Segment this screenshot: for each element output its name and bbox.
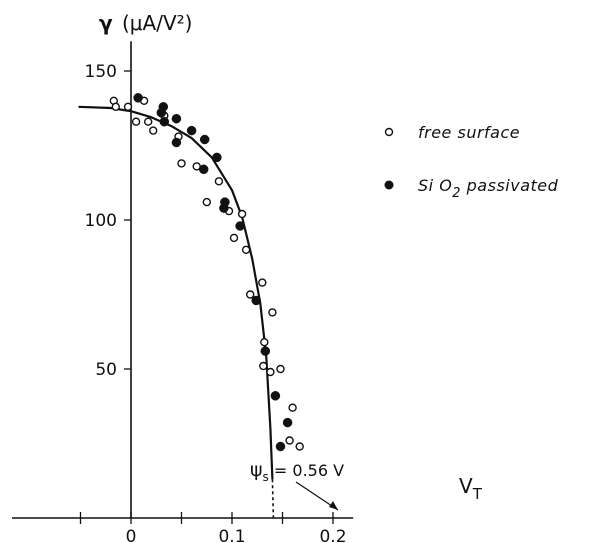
point-free-surface (111, 102, 121, 112)
point-sio2-passivated (159, 116, 170, 127)
legend-item-sio2: Si O2 passivated (384, 176, 559, 201)
point-free-surface (259, 361, 268, 371)
point-sio2-passivated (235, 221, 245, 231)
fit-curve-dashed-extension (271, 479, 275, 519)
y-tick-label: 50 (95, 360, 117, 380)
legend-label-sio2-main: Si O (418, 176, 452, 195)
psi-annotation-text: ψs = 0.56 V (250, 459, 344, 484)
psi-arrow-head (329, 501, 338, 510)
y-tick-label: 100 (85, 211, 117, 231)
psi-sub: s (263, 470, 269, 484)
x-tick-label: 0.1 (218, 527, 245, 543)
fit-curve-group (78, 105, 275, 519)
legend-item-free-surface: free surface (384, 123, 520, 142)
point-free-surface (202, 197, 212, 207)
y-tick-label: 150 (85, 62, 117, 82)
legend-label-sio2: Si O2 passivated (418, 176, 559, 201)
psi-annotation: ψs = 0.56 V (250, 459, 344, 511)
point-free-surface (237, 209, 247, 219)
point-free-surface (131, 117, 141, 126)
point-free-surface (214, 177, 224, 186)
point-free-surface (276, 364, 285, 374)
point-sio2-passivated (220, 197, 230, 207)
axis-labels: γ (μA/V²) VT (99, 11, 483, 503)
point-free-surface (123, 102, 133, 112)
point-sio2-passivated (171, 113, 182, 124)
x-tick-label: 0 (126, 527, 137, 543)
point-sio2-passivated (133, 93, 143, 103)
psi-value: = 0.56 V (269, 461, 344, 480)
point-free-surface (258, 278, 267, 287)
point-free-surface (143, 117, 153, 126)
legend-marker-open (384, 127, 394, 137)
x-tick-label: 0.2 (319, 527, 346, 543)
point-free-surface (177, 159, 186, 168)
y-axis-units: (μA/V²) (122, 11, 192, 35)
axes (12, 41, 354, 519)
x-axis-label: VT (459, 474, 483, 503)
y-axis-symbol: γ (99, 11, 113, 35)
x-axis-label-main: V (459, 474, 473, 498)
point-free-surface (268, 308, 277, 317)
point-sio2-passivated (251, 295, 261, 306)
point-sio2-passivated (186, 125, 197, 136)
psi-symbol: ψ (250, 459, 263, 481)
point-sio2-passivated (171, 137, 182, 148)
legend-marker-filled (384, 180, 394, 190)
point-free-surface (260, 338, 269, 347)
legend-label-sio2-tail: passivated (461, 176, 559, 195)
point-free-surface (295, 442, 304, 451)
point-free-surface (229, 233, 239, 243)
legend: free surface Si O2 passivated (384, 123, 559, 201)
point-sio2-passivated (212, 152, 222, 163)
point-free-surface (148, 126, 158, 135)
point-sio2-passivated (275, 441, 286, 452)
fit-curve (78, 105, 274, 480)
x-axis-label-sub: T (472, 485, 483, 503)
point-sio2-passivated (158, 102, 169, 112)
point-sio2-passivated (260, 346, 271, 356)
ticks: 0 0.1 0.2 50 100 150 (79, 62, 347, 543)
point-free-surface (266, 367, 275, 377)
point-free-surface (241, 245, 251, 255)
data-points (109, 93, 304, 452)
point-free-surface (288, 403, 297, 412)
point-sio2-passivated (282, 417, 293, 428)
point-free-surface (245, 290, 255, 299)
legend-label-sio2-sub: 2 (452, 186, 461, 201)
point-sio2-passivated (270, 391, 281, 401)
legend-label-free-surface: free surface (418, 123, 520, 142)
point-sio2-passivated (198, 164, 209, 175)
point-sio2-passivated (199, 134, 210, 145)
point-free-surface (285, 436, 294, 445)
